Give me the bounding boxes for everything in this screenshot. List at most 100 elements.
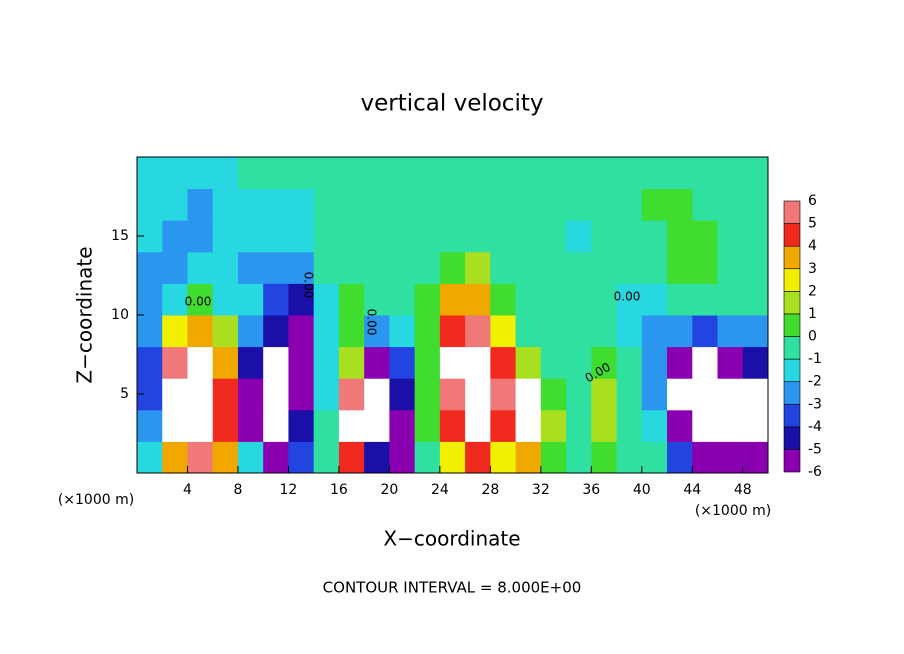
field-cell [515, 283, 542, 316]
field-cell [515, 315, 542, 348]
field-cell [515, 220, 542, 253]
field-cell [591, 251, 618, 284]
field-cell [162, 409, 188, 442]
field-cell [137, 251, 163, 284]
field-cell [667, 378, 693, 411]
field-cell [465, 441, 491, 474]
field-cell [162, 441, 188, 474]
x-tick-label: 32 [532, 482, 550, 498]
field-cell [212, 251, 239, 284]
field-cell [641, 188, 668, 221]
field-cell [212, 157, 239, 190]
field-cell [591, 157, 618, 190]
field-cell [364, 409, 390, 442]
field-cell [212, 188, 239, 221]
field-cell [540, 157, 567, 190]
field-cell [641, 409, 668, 442]
y-axis-title: Z−coordinate [73, 246, 97, 383]
field-cell [742, 251, 769, 284]
field-cell [187, 283, 214, 316]
field-cell [288, 251, 315, 284]
chart-title: vertical velocity [361, 91, 544, 117]
field-cell [591, 378, 618, 411]
field-cell [137, 283, 163, 316]
field-cell [162, 315, 188, 348]
field-cell [591, 188, 618, 221]
field-cell [414, 378, 441, 411]
field-cell [162, 220, 188, 253]
field-cell [364, 251, 390, 284]
field-cell [338, 188, 365, 221]
field-cell [389, 188, 416, 221]
y-tick-label: 5 [120, 386, 129, 402]
field-cell [389, 409, 416, 442]
field-cell [667, 409, 693, 442]
field-cell [162, 188, 188, 221]
field-cell [263, 188, 289, 221]
field-cell [187, 409, 214, 442]
field-cell [692, 251, 719, 284]
field-cell [540, 441, 567, 474]
x-tick-label: 12 [280, 482, 298, 498]
field-cell [338, 378, 365, 411]
field-cell [742, 283, 769, 316]
field-cell [288, 188, 315, 221]
colorbar-swatch [783, 245, 801, 270]
field-cell [414, 315, 441, 348]
colorbar-label: -3 [808, 396, 822, 412]
field-cell [717, 441, 744, 474]
colorbar-swatch [783, 358, 801, 382]
field-cell [414, 346, 441, 379]
field-cell [237, 409, 264, 442]
field-cell [616, 315, 643, 348]
field-cell [212, 283, 239, 316]
field-cell [263, 251, 289, 284]
x-axis-title: X−coordinate [383, 527, 520, 551]
field-cell [667, 251, 693, 284]
field-cell [137, 315, 163, 348]
field-cell [263, 409, 289, 442]
field-cell [717, 283, 744, 316]
colorbar-label: 0 [808, 329, 817, 345]
field-cell [439, 188, 466, 221]
field-cell [237, 315, 264, 348]
field-cell [692, 409, 719, 442]
field-cell [263, 315, 289, 348]
colorbar-label: 6 [808, 193, 817, 209]
field-cell [566, 441, 592, 474]
field-cell [717, 188, 744, 221]
field-cell [515, 157, 542, 190]
contour-label: 0.00 [185, 295, 212, 309]
field-cell [137, 441, 163, 474]
field-cell [717, 409, 744, 442]
colorbar-label: -4 [808, 419, 822, 435]
field-cell [591, 409, 618, 442]
field-cell [237, 283, 264, 316]
field-cell [338, 283, 365, 316]
field-cell [692, 441, 719, 474]
field-cell [389, 346, 416, 379]
field-cell [338, 315, 365, 348]
field-cell [641, 283, 668, 316]
field-cell [641, 315, 668, 348]
field-cell [490, 441, 517, 474]
field-cell [162, 157, 188, 190]
field-cell [717, 220, 744, 253]
y-tick-label: 10 [111, 307, 129, 323]
field-cell [137, 188, 163, 221]
field-cell [490, 157, 517, 190]
field-cell [212, 441, 239, 474]
field-cell [616, 441, 643, 474]
colorbar-swatch [783, 336, 801, 360]
field-cell [667, 220, 693, 253]
field-cell [692, 188, 719, 221]
field-cell [414, 220, 441, 253]
field-cell [414, 409, 441, 442]
field-cell [338, 346, 365, 379]
field-cell [162, 378, 188, 411]
field-cell [263, 378, 289, 411]
colorbar-label: 3 [808, 261, 817, 277]
field-cell [364, 283, 390, 316]
field-cell [591, 315, 618, 348]
field-cell [288, 315, 315, 348]
